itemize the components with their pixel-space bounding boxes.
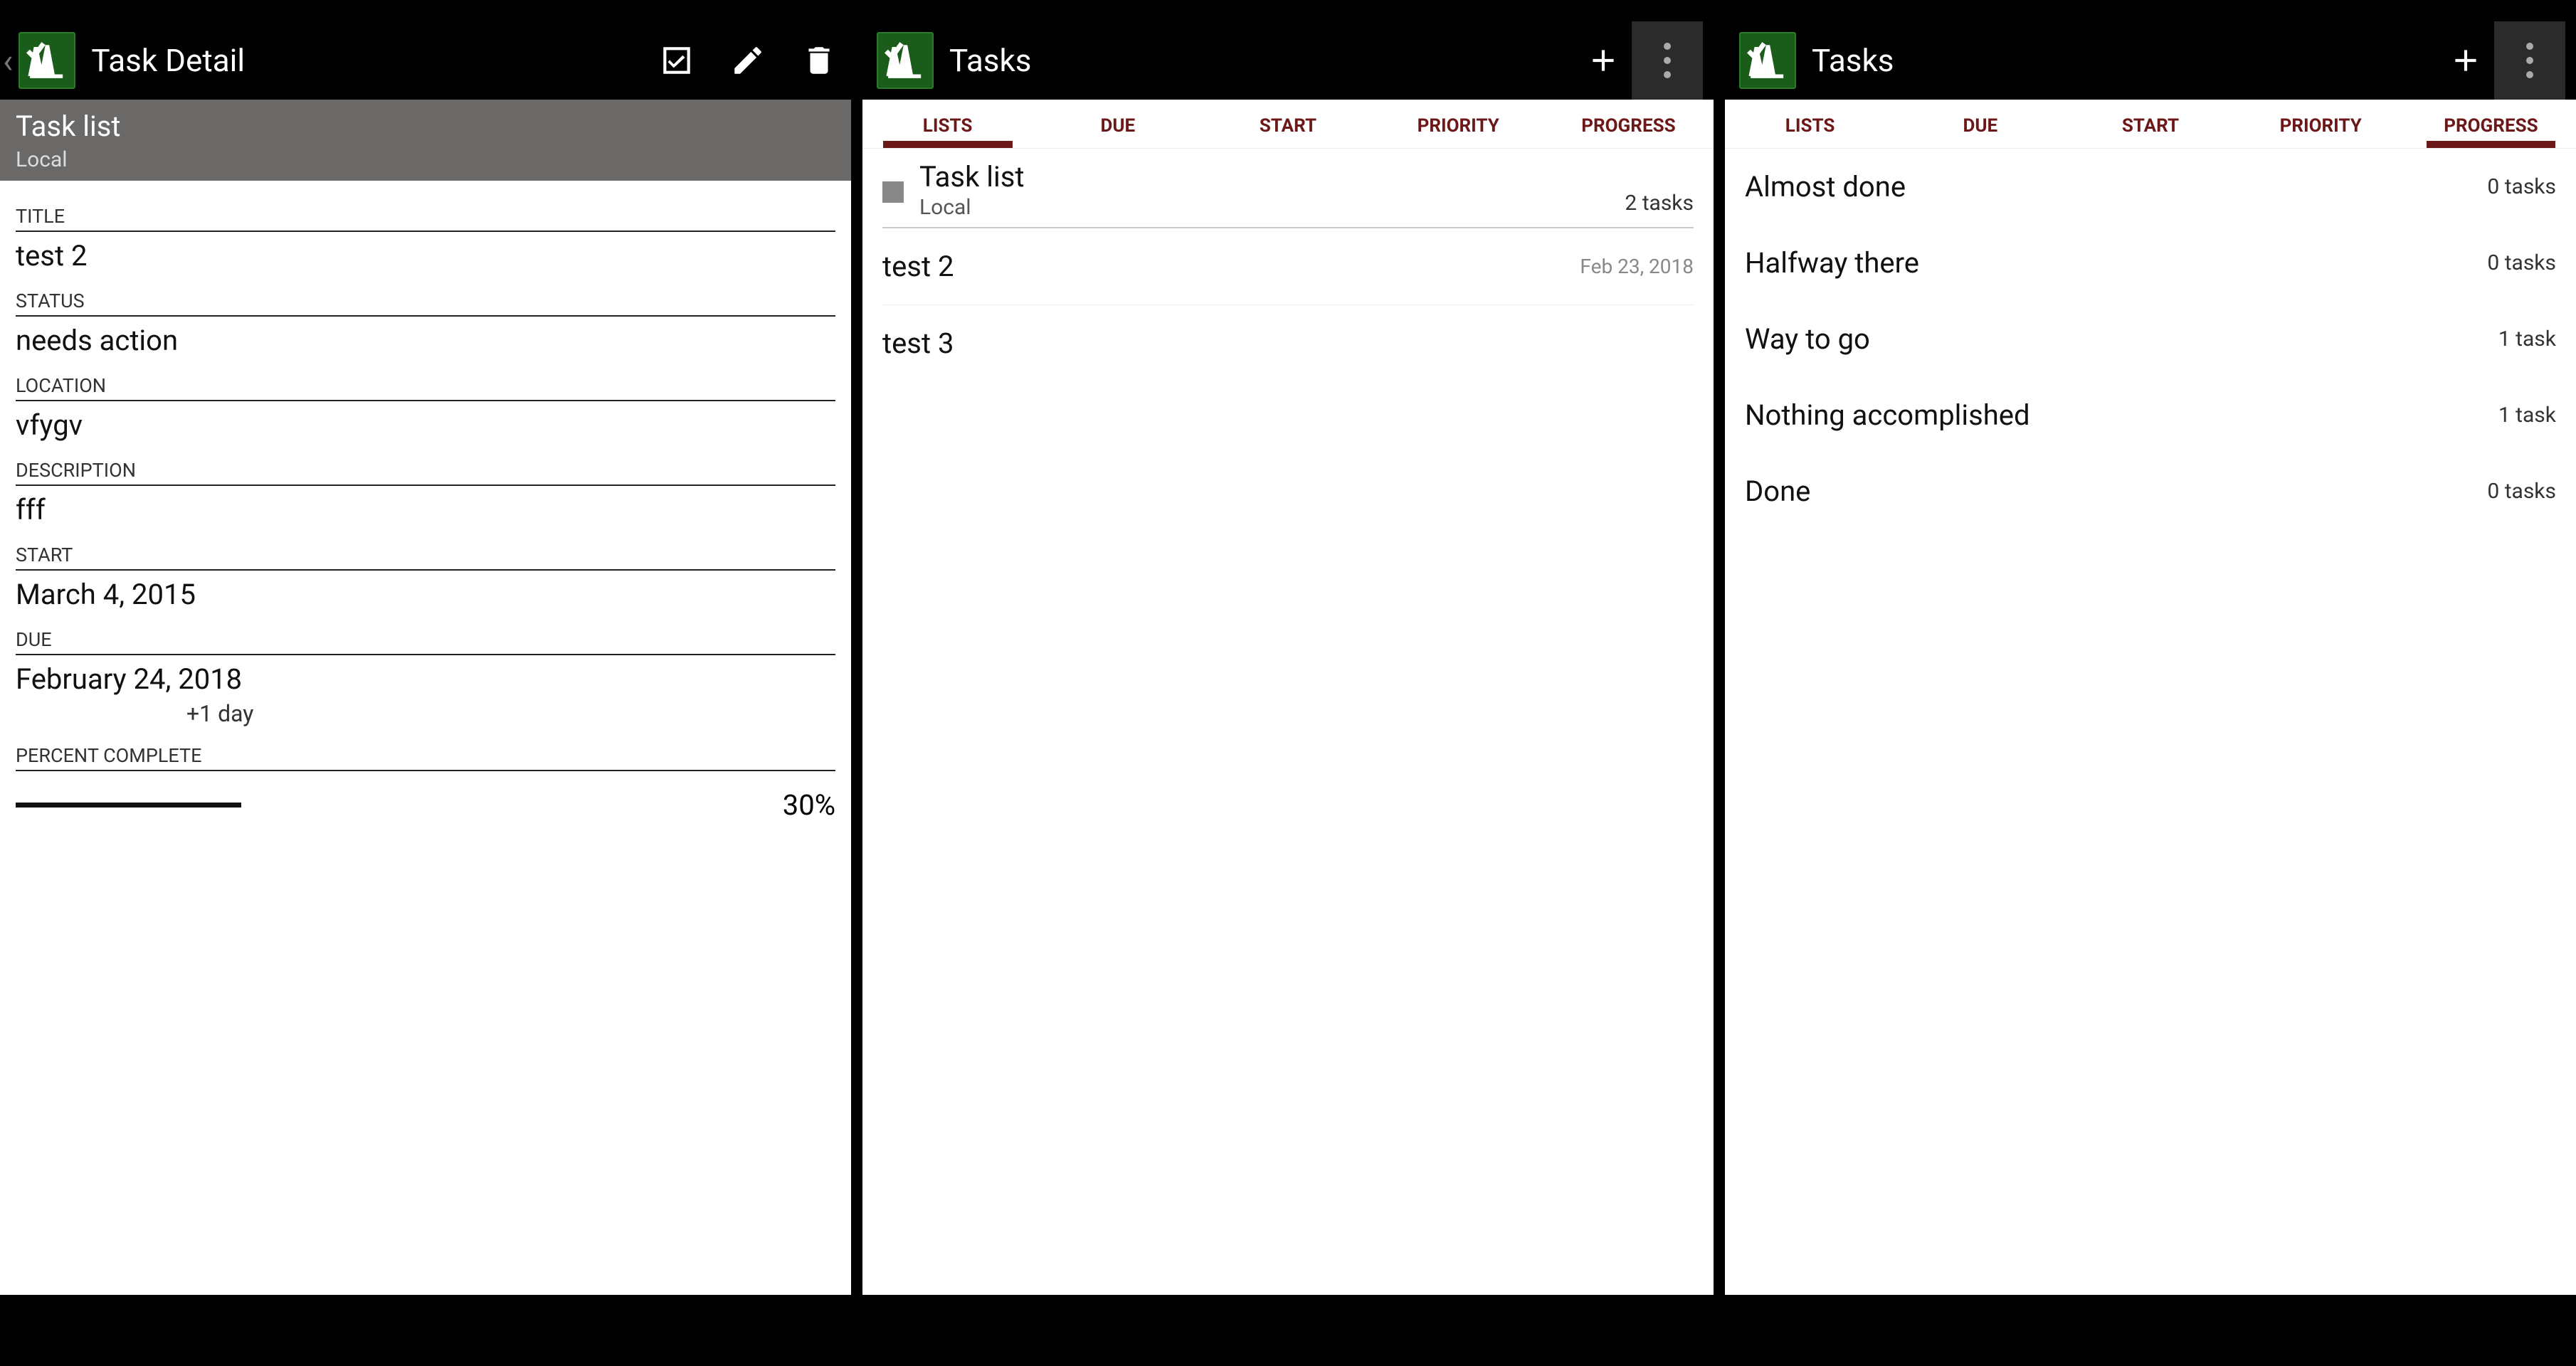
color-box-icon — [882, 181, 904, 203]
tab-priority[interactable]: PRIORITY — [2236, 100, 2406, 148]
task-count: 2 tasks — [1625, 191, 1694, 220]
actionbar-title: Tasks — [949, 42, 1582, 79]
field-label: TITLE — [16, 205, 835, 232]
tab-lists[interactable]: LISTS — [862, 100, 1033, 148]
progress-group-label: Done — [1745, 475, 2487, 508]
back-button[interactable]: ‹ — [0, 41, 19, 81]
progress-group-count: 0 tasks — [2487, 174, 2556, 199]
tab-start[interactable]: START — [1203, 100, 1373, 148]
progress-bar — [16, 803, 769, 808]
actionbar-title: Tasks — [1812, 42, 2444, 79]
detail-body: TITLE test 2 STATUS needs action LOCATIO… — [0, 181, 851, 1295]
progress-group-count: 0 tasks — [2487, 250, 2556, 275]
field-percent: PERCENT COMPLETE 30% — [16, 744, 835, 822]
add-icon[interactable] — [2444, 39, 2487, 82]
delete-icon[interactable] — [798, 39, 840, 82]
field-start: START March 4, 2015 — [16, 544, 835, 611]
field-value: needs action — [16, 324, 835, 357]
task-name: test 3 — [882, 327, 1694, 360]
field-label: PERCENT COMPLETE — [16, 744, 835, 771]
progress-body: Almost done0 tasksHalfway there0 tasksWa… — [1725, 149, 2576, 1295]
progress-group-row[interactable]: Halfway there0 tasks — [1745, 225, 2556, 301]
tab-progress[interactable]: PROGRESS — [1543, 100, 1714, 148]
progress-group-label: Almost done — [1745, 170, 2487, 203]
progress-group-count: 1 task — [2498, 327, 2556, 351]
tab-due[interactable]: DUE — [1033, 100, 1203, 148]
field-value: test 2 — [16, 239, 835, 272]
panel-task-detail: ‹ Task Detail Task list Local — [0, 21, 851, 1295]
progress-group-row[interactable]: Almost done0 tasks — [1745, 149, 2556, 225]
field-label: STATUS — [16, 290, 835, 317]
edit-icon[interactable] — [727, 39, 769, 82]
tabs: LISTSDUESTARTPRIORITYPROGRESS — [862, 100, 1714, 149]
field-label: START — [16, 544, 835, 571]
tab-start[interactable]: START — [2065, 100, 2235, 148]
list-body: Task list Local 2 tasks test 2Feb 23, 20… — [862, 149, 1714, 1295]
overflow-menu[interactable] — [1632, 21, 1703, 100]
field-description: DESCRIPTION fff — [16, 459, 835, 526]
app-icon[interactable] — [1739, 32, 1796, 89]
field-value: February 24, 2018 — [16, 662, 835, 696]
actionbar-tasks: Tasks — [862, 21, 1714, 100]
tabs: LISTSDUESTARTPRIORITYPROGRESS — [1725, 100, 2576, 149]
task-date: Feb 23, 2018 — [1580, 255, 1694, 278]
task-row[interactable]: test 2Feb 23, 2018 — [882, 228, 1694, 305]
app-icon[interactable] — [877, 32, 934, 89]
tab-due[interactable]: DUE — [1895, 100, 2065, 148]
progress-group-label: Nothing accomplished — [1745, 398, 2498, 432]
field-label: DESCRIPTION — [16, 459, 835, 486]
field-status: STATUS needs action — [16, 290, 835, 357]
progress-fill — [16, 803, 241, 808]
field-due: DUE February 24, 2018 +1 day — [16, 628, 835, 727]
tab-progress[interactable]: PROGRESS — [2406, 100, 2576, 148]
due-relative: +1 day — [16, 700, 835, 727]
progress-group-count: 1 task — [2498, 403, 2556, 428]
field-value: fff — [16, 493, 835, 526]
tab-lists[interactable]: LISTS — [1725, 100, 1895, 148]
field-title: TITLE test 2 — [16, 205, 835, 272]
progress-group-label: Way to go — [1745, 322, 2498, 356]
field-value: vfygv — [16, 408, 835, 442]
progress-group-row[interactable]: Way to go1 task — [1745, 301, 2556, 377]
percent-value: 30% — [783, 788, 835, 822]
progress-group-row[interactable]: Nothing accomplished1 task — [1745, 377, 2556, 453]
task-row[interactable]: test 3 — [882, 305, 1694, 381]
progress-group-count: 0 tasks — [2487, 479, 2556, 504]
actionbar-tasks: Tasks — [1725, 21, 2576, 100]
field-label: DUE — [16, 628, 835, 655]
field-location: LOCATION vfygv — [16, 374, 835, 442]
add-icon[interactable] — [1582, 39, 1625, 82]
panel-tasks-progress: Tasks LISTSDUESTARTPRIORITYPROGRESS Almo… — [1725, 21, 2576, 1295]
tab-priority[interactable]: PRIORITY — [1373, 100, 1543, 148]
field-label: LOCATION — [16, 374, 835, 401]
tasklist-account: Local — [919, 195, 1625, 220]
panel-tasks-lists: Tasks LISTSDUESTARTPRIORITYPROGRESS Task… — [862, 21, 1714, 1295]
overflow-menu[interactable] — [2494, 21, 2565, 100]
field-value: March 4, 2015 — [16, 578, 835, 611]
complete-icon[interactable] — [655, 39, 698, 82]
actionbar-title: Task Detail — [91, 42, 655, 79]
tasklist-name: Task list — [919, 160, 1625, 194]
app-icon[interactable] — [19, 32, 75, 89]
task-name: test 2 — [882, 250, 1580, 283]
progress-group-row[interactable]: Done0 tasks — [1745, 453, 2556, 529]
task-list-name: Task list — [16, 110, 835, 143]
actionbar-detail: ‹ Task Detail — [0, 21, 851, 100]
tasklist-header[interactable]: Task list Local 2 tasks — [882, 149, 1694, 228]
progress-group-label: Halfway there — [1745, 246, 2487, 280]
task-list-header[interactable]: Task list Local — [0, 100, 851, 181]
task-list-account: Local — [16, 147, 835, 172]
